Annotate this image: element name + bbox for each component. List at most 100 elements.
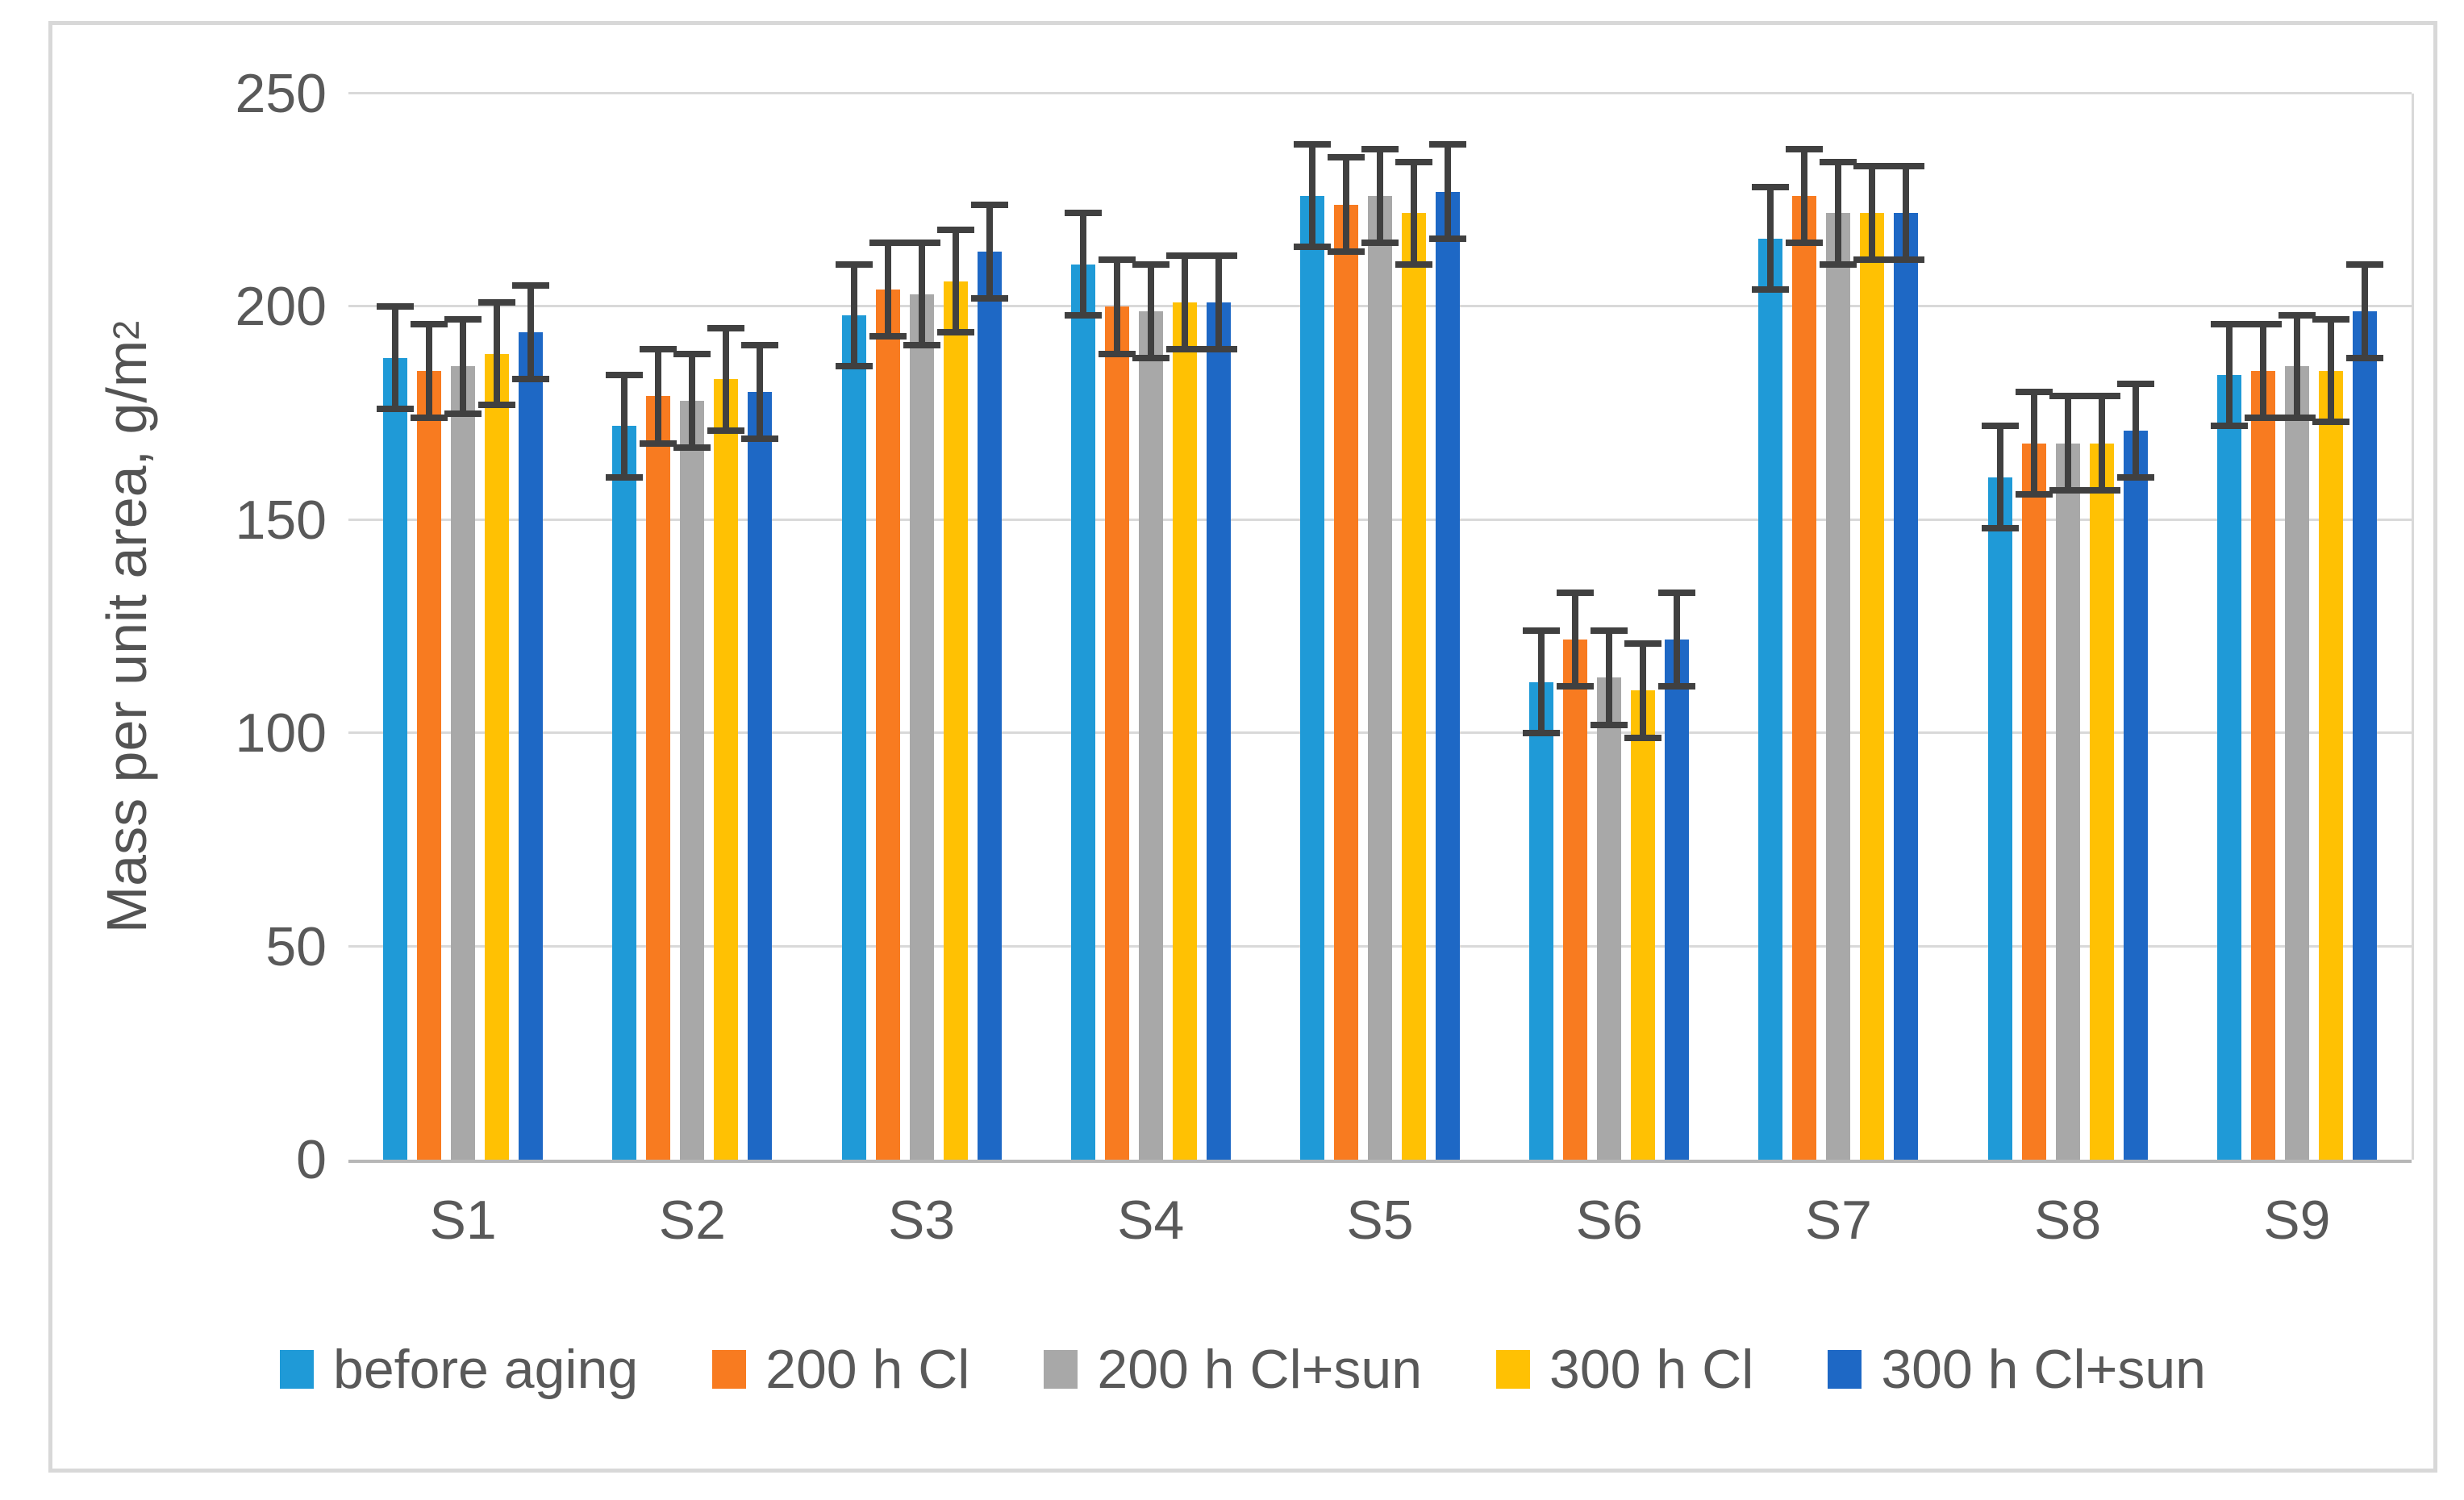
y-axis-title-main: Mass per unit area, g/m <box>95 340 158 934</box>
plot-right-border <box>2412 94 2414 1160</box>
legend: before aging 200 h Cl 200 h Cl+sun 300 h Cl… <box>48 1313 2437 1426</box>
bar-s6-200-h-cl-sun <box>1597 677 1622 1160</box>
bar-slot-s5-200-h-cl <box>1327 94 1365 1160</box>
bar-s4-200-h-cl-sun <box>1138 310 1163 1160</box>
bar-group-s7 <box>1724 94 1953 1160</box>
error-bar-line <box>460 319 467 414</box>
error-bar-line <box>1606 631 1613 725</box>
error-bar-cap-top <box>377 303 415 310</box>
bar-slot-s5-200-h-cl-sun <box>1361 94 1399 1160</box>
bar-group-s8 <box>1953 94 2183 1160</box>
bar-s9-200-h-cl-sun <box>2284 366 2309 1160</box>
error-bar-cap-top <box>606 372 644 379</box>
y-tick-label-150: 150 <box>235 489 327 551</box>
error-bar-line <box>426 323 433 418</box>
error-bar-cap-bottom <box>2210 423 2248 430</box>
bar-slot-s1-before-aging <box>377 94 415 1160</box>
error-bar-cap-top <box>903 240 940 247</box>
error-bar-line <box>2293 315 2300 418</box>
error-bar-cap-top <box>1293 141 1331 148</box>
error-bar-cap-top <box>1624 640 1662 648</box>
error-bar-line <box>1113 260 1120 354</box>
bar-slot-s9-300-h-cl-sun <box>2345 94 2383 1160</box>
error-bar-line <box>1181 255 1188 350</box>
error-bar-cap-bottom <box>1064 311 1102 319</box>
error-bar-cap-bottom <box>1658 683 1696 690</box>
error-bar-cap-bottom <box>2116 473 2154 481</box>
bar-slot-s6-before-aging <box>1523 94 1561 1160</box>
bar-s4-before-aging <box>1070 264 1095 1160</box>
legend-label-200-h-cl-sun: 200 h Cl+sun <box>1097 1339 1423 1400</box>
error-bar-cap-top <box>970 201 1008 208</box>
bar-s9-300-h-cl <box>2318 370 2343 1160</box>
error-bar-line <box>2361 264 2368 358</box>
bar-s8-200-h-cl-sun <box>2055 443 2080 1160</box>
bar-s3-200-h-cl-sun <box>909 294 934 1160</box>
error-bar-line <box>2030 392 2037 495</box>
error-bar-cap-bottom <box>640 440 677 447</box>
error-bar-line <box>918 243 925 345</box>
error-bar-cap-bottom <box>2083 486 2120 494</box>
bar-group-s9 <box>2183 94 2412 1160</box>
error-bar-cap-bottom <box>1591 721 1628 728</box>
error-bar-cap-top <box>741 342 779 348</box>
bar-slot-s8-300-h-cl <box>2083 94 2120 1160</box>
error-bar-line <box>952 230 959 333</box>
error-bar-cap-top <box>512 281 550 289</box>
error-bar-cap-bottom <box>1624 734 1662 741</box>
error-bar-cap-top <box>1098 256 1136 264</box>
error-bar-cap-top <box>1132 260 1169 268</box>
bar-slot-s5-300-h-cl-sun <box>1428 94 1466 1160</box>
error-bar-cap-bottom <box>1557 683 1595 690</box>
bar-group-s5 <box>1265 94 1495 1160</box>
error-bar-cap-bottom <box>444 410 482 417</box>
error-bar-line <box>621 375 628 477</box>
error-bar-cap-top <box>2083 393 2120 400</box>
bar-slot-s2-300-h-cl <box>707 94 745 1160</box>
y-tick-label-200: 200 <box>235 276 327 338</box>
legend-marker-300-h-cl <box>1496 1350 1531 1389</box>
error-bar-cap-top <box>2015 389 2053 396</box>
error-bar-cap-top <box>1752 184 1790 191</box>
error-bar-line <box>1640 644 1647 738</box>
error-bar-cap-top <box>2049 393 2087 400</box>
error-bar-cap-bottom <box>970 294 1008 302</box>
bar-slot-s7-300-h-cl <box>1853 94 1891 1160</box>
bar-s3-before-aging <box>841 315 866 1160</box>
bar-group-s2 <box>577 94 807 1160</box>
bar-s1-200-h-cl <box>417 370 442 1160</box>
x-axis-line <box>348 1160 2412 1163</box>
error-bar-line <box>757 345 764 440</box>
bar-slot-s9-300-h-cl <box>2312 94 2349 1160</box>
bar-s7-300-h-cl <box>1860 213 1885 1160</box>
bar-s4-300-h-cl <box>1172 302 1197 1160</box>
legend-marker-200-h-cl-sun <box>1044 1350 1078 1389</box>
error-bar-cap-bottom <box>1752 286 1790 294</box>
error-bar-line <box>2132 383 2139 477</box>
error-bar-cap-bottom <box>2049 486 2087 494</box>
error-bar-cap-top <box>1199 252 1237 259</box>
legend-label-300-h-cl: 300 h Cl <box>1549 1339 1754 1400</box>
error-bar-cap-bottom <box>936 329 974 336</box>
bar-s1-300-h-cl <box>485 353 510 1160</box>
error-bar-cap-top <box>1064 210 1102 217</box>
legend-marker-before-aging <box>280 1350 315 1389</box>
error-bar-cap-top <box>1853 162 1891 169</box>
bar-s1-300-h-cl-sun <box>519 332 544 1160</box>
bar-s6-300-h-cl <box>1631 690 1656 1160</box>
error-bar-line <box>723 327 730 431</box>
error-bar-line <box>884 243 891 337</box>
error-bar-cap-bottom <box>673 444 711 451</box>
x-category-label-s9: S9 <box>2263 1190 2331 1251</box>
bar-s7-200-h-cl <box>1792 195 1817 1160</box>
bar-slot-s2-300-h-cl-sun <box>741 94 779 1160</box>
error-bar-cap-bottom <box>512 376 550 383</box>
error-bar-cap-bottom <box>1523 730 1561 737</box>
bar-s3-200-h-cl <box>875 290 900 1160</box>
error-bar-cap-bottom <box>2015 491 2053 498</box>
bar-group-s4 <box>1036 94 1265 1160</box>
error-bar-line <box>1767 187 1774 290</box>
bar-slot-s4-200-h-cl-sun <box>1132 94 1169 1160</box>
error-bar-cap-bottom <box>869 333 907 340</box>
